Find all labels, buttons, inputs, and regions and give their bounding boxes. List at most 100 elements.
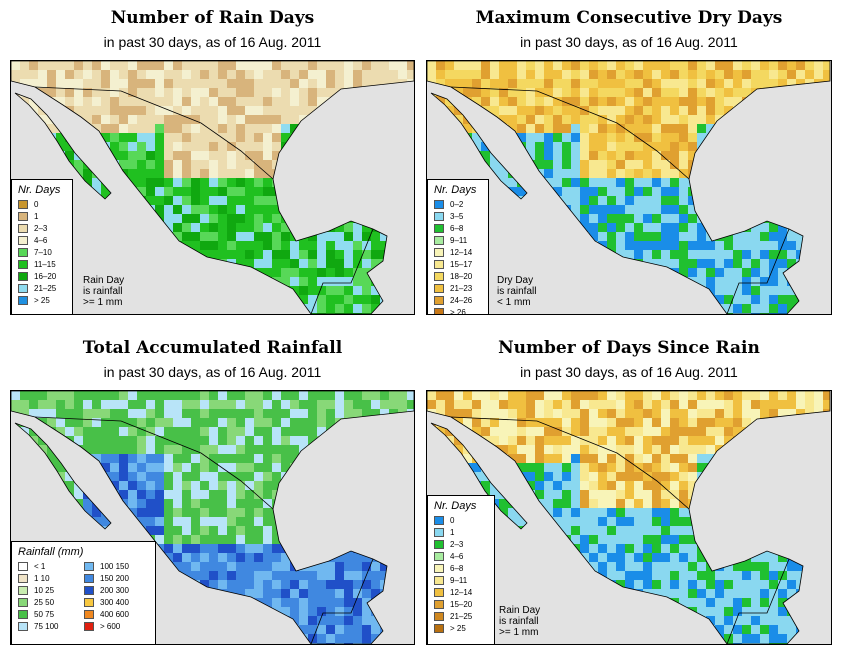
- grid-cell: [245, 472, 254, 481]
- grid-cell: [796, 124, 805, 133]
- grid-cell: [652, 259, 661, 268]
- grid-cell: [454, 133, 463, 142]
- grid-cell: [553, 427, 562, 436]
- grid-cell: [254, 313, 263, 314]
- grid-cell: [119, 169, 128, 178]
- legend: Nr. Days 0 1 2–3 4–6 7–10 11–15 16–20 21–25 > 25: [11, 179, 73, 314]
- grid-cell: [742, 268, 751, 277]
- grid-cell: [290, 178, 299, 187]
- grid-cell: [182, 79, 191, 88]
- grid-cell: [652, 187, 661, 196]
- grid-cell: [308, 151, 317, 160]
- grid-cell: [155, 79, 164, 88]
- grid-cell: [290, 142, 299, 151]
- grid-cell: [427, 409, 436, 418]
- grid-cell: [679, 115, 688, 124]
- grid-cell: [200, 61, 209, 70]
- grid-cell: [517, 79, 526, 88]
- legend-label: 0: [34, 200, 39, 209]
- grid-cell: [263, 535, 272, 544]
- grid-cell: [209, 133, 218, 142]
- grid-cell: [751, 517, 760, 526]
- grid-cell: [571, 454, 580, 463]
- grid-cell: [164, 124, 173, 133]
- grid-cell: [209, 589, 218, 598]
- grid-cell: [733, 223, 742, 232]
- grid-cell: [517, 187, 526, 196]
- grid-cell: [371, 499, 380, 508]
- grid-cell: [29, 124, 38, 133]
- grid-cell: [508, 313, 517, 314]
- grid-cell: [760, 472, 769, 481]
- grid-cell: [598, 70, 607, 79]
- grid-cell: [733, 205, 742, 214]
- grid-cell: [670, 142, 679, 151]
- grid-cell: [544, 268, 553, 277]
- grid-cell: [200, 535, 209, 544]
- grid-cell: [236, 313, 245, 314]
- grid-cell: [74, 133, 83, 142]
- grid-cell: [751, 241, 760, 250]
- grid-cell: [742, 277, 751, 286]
- grid-cell: [724, 508, 733, 517]
- grid-cell: [146, 295, 155, 304]
- grid-cell: [580, 526, 589, 535]
- grid-cell: [236, 616, 245, 625]
- grid-cell: [751, 553, 760, 562]
- grid-cell: [526, 508, 535, 517]
- grid-cell: [164, 133, 173, 142]
- grid-cell: [679, 124, 688, 133]
- grid-cell: [445, 142, 454, 151]
- grid-cell: [472, 169, 481, 178]
- grid-cell: [670, 304, 679, 313]
- grid-cell: [571, 106, 580, 115]
- grid-cell: [553, 517, 562, 526]
- grid-cell: [20, 124, 29, 133]
- grid-cell: [787, 259, 796, 268]
- grid-cell: [562, 169, 571, 178]
- grid-cell: [155, 643, 164, 644]
- grid-cell: [344, 508, 353, 517]
- grid-cell: [308, 277, 317, 286]
- grid-cell: [290, 418, 299, 427]
- grid-cell: [101, 223, 110, 232]
- grid-cell: [553, 409, 562, 418]
- grid-cell: [218, 508, 227, 517]
- grid-cell: [335, 97, 344, 106]
- grid-cell: [245, 304, 254, 313]
- grid-cell: [805, 70, 814, 79]
- grid-cell: [571, 124, 580, 133]
- grid-cell: [661, 445, 670, 454]
- grid-cell: [607, 508, 616, 517]
- grid-cell: [715, 79, 724, 88]
- grid-cell: [173, 454, 182, 463]
- grid-cell: [796, 133, 805, 142]
- grid-cell: [544, 553, 553, 562]
- grid-cell: [317, 241, 326, 250]
- grid-cell: [272, 61, 281, 70]
- grid-cell: [290, 589, 299, 598]
- grid-cell: [562, 268, 571, 277]
- grid-cell: [670, 553, 679, 562]
- grid-cell: [254, 142, 263, 151]
- grid-cell: [670, 214, 679, 223]
- grid-cell: [38, 481, 47, 490]
- grid-cell: [272, 70, 281, 79]
- grid-cell: [553, 295, 562, 304]
- grid-cell: [344, 232, 353, 241]
- grid-cell: [796, 472, 805, 481]
- grid-cell: [787, 490, 796, 499]
- grid-cell: [472, 133, 481, 142]
- grid-cell: [670, 160, 679, 169]
- grid-cell: [823, 400, 830, 409]
- grid-cell: [344, 580, 353, 589]
- grid-cell: [245, 571, 254, 580]
- grid-cell: [769, 445, 778, 454]
- grid-cell: [200, 232, 209, 241]
- grid-cell: [499, 124, 508, 133]
- grid-cell: [245, 97, 254, 106]
- grid-cell: [751, 187, 760, 196]
- grid-cell: [398, 241, 407, 250]
- grid-cell: [805, 106, 814, 115]
- grid-cell: [353, 241, 362, 250]
